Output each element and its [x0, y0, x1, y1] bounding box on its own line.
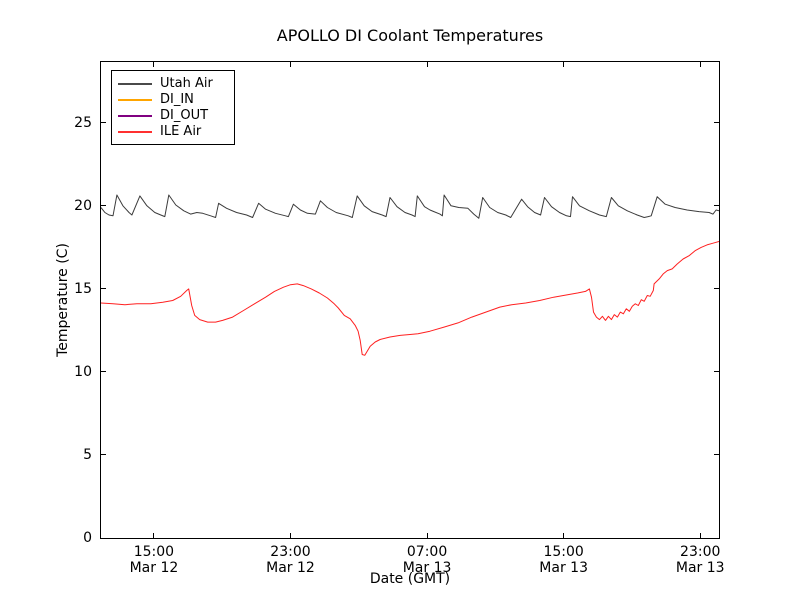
y-tick	[101, 371, 106, 373]
x-tick	[426, 533, 428, 538]
x-tick-label: 23:00 Mar 12	[266, 544, 315, 576]
x-axis-label: Date (GMT)	[369, 571, 451, 587]
legend: Utah Air DI_IN DI_OUT ILE Air	[111, 70, 235, 145]
y-tick-right	[714, 537, 719, 539]
legend-item-di-out: DI_OUT	[118, 108, 228, 124]
legend-line-sample	[118, 115, 152, 117]
chart-title: APOLLO DI Coolant Temperatures	[276, 26, 544, 45]
legend-line-sample	[118, 83, 152, 85]
legend-label: Utah Air	[160, 76, 213, 91]
x-tick-top	[426, 62, 428, 67]
y-tick-label: 10	[74, 363, 92, 380]
x-tick	[153, 533, 155, 538]
x-tick-top	[563, 62, 565, 67]
series-line-ile-air	[101, 241, 719, 356]
legend-item-ile-air: ILE Air	[118, 124, 228, 140]
x-tick-label: 15:00 Mar 12	[129, 544, 179, 576]
legend-line-sample	[118, 131, 152, 133]
x-tick-label: 07:00 Mar 13	[402, 544, 452, 576]
plot-lines	[101, 194, 719, 356]
legend-label: DI_OUT	[160, 108, 209, 123]
plot-area: Utah Air DI_IN DI_OUT ILE Air	[100, 61, 720, 539]
y-tick-right	[714, 122, 719, 124]
x-tick-top	[153, 62, 155, 67]
legend-item-utah-air: Utah Air	[118, 76, 228, 92]
x-tick	[289, 533, 291, 538]
y-tick-label: 25	[74, 114, 92, 131]
legend-item-di-in: DI_IN	[118, 92, 228, 108]
x-tick	[563, 533, 565, 538]
x-tick-label: 15:00 Mar 13	[539, 544, 588, 576]
y-tick-right	[714, 205, 719, 207]
y-axis-label: Temperature (C)	[55, 243, 71, 357]
legend-line-sample	[118, 99, 152, 101]
series-line-utah-air	[101, 194, 719, 219]
x-tick	[699, 533, 701, 538]
y-tick-right	[714, 454, 719, 456]
y-tick	[101, 288, 106, 290]
y-tick-label: 20	[74, 197, 92, 214]
legend-label: ILE Air	[160, 124, 202, 139]
y-tick	[101, 454, 106, 456]
y-tick-right	[714, 288, 719, 290]
y-tick-label: 15	[74, 280, 92, 297]
y-tick	[101, 537, 106, 539]
x-tick-top	[699, 62, 701, 67]
y-tick-label: 0	[83, 530, 92, 546]
x-tick-label: 23:00 Mar 13	[675, 544, 725, 576]
legend-label: DI_IN	[160, 92, 194, 107]
y-tick-right	[714, 371, 719, 373]
x-tick-top	[289, 62, 291, 67]
y-tick-label: 5	[83, 446, 92, 463]
y-tick	[101, 205, 106, 207]
y-tick	[101, 122, 106, 124]
